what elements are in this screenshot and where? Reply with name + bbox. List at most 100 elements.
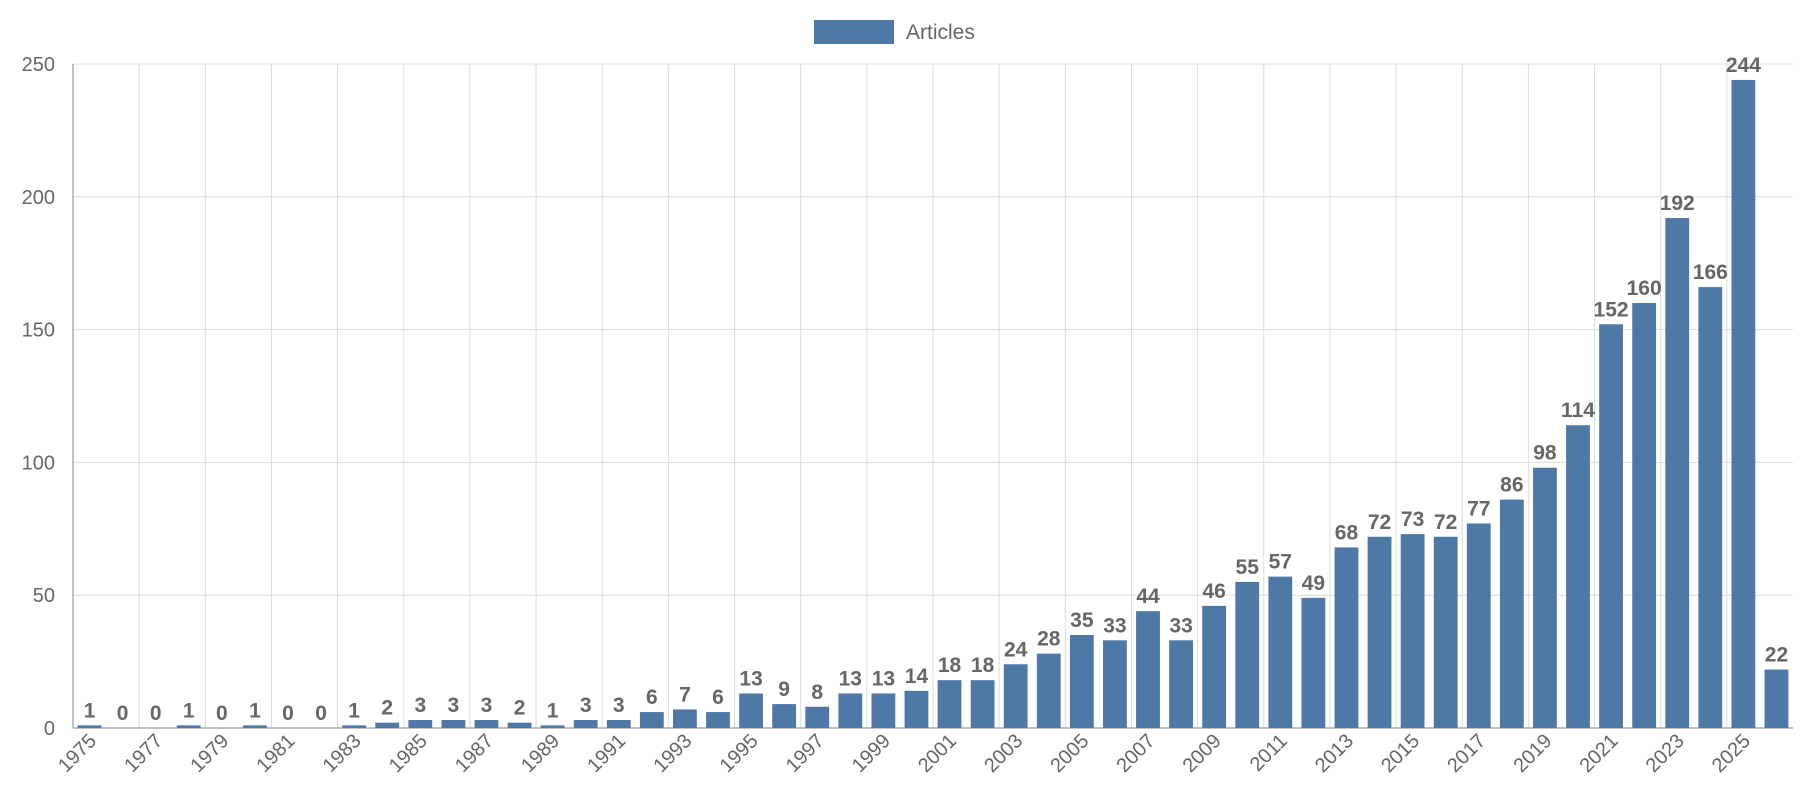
- x-tick-label: 2003: [980, 730, 1027, 777]
- bar-2013[interactable]: [1334, 547, 1359, 728]
- x-tick-label: 2025: [1708, 730, 1755, 777]
- data-label-2011: 57: [1269, 551, 1292, 574]
- data-label-2004: 28: [1037, 628, 1061, 651]
- bar-1993[interactable]: [673, 709, 697, 728]
- data-label-1991: 3: [613, 694, 625, 717]
- data-label-1978: 1: [183, 699, 195, 722]
- data-label-2017: 77: [1467, 497, 1490, 520]
- bar-2021[interactable]: [1599, 324, 1623, 728]
- bar-1985[interactable]: [408, 720, 433, 728]
- bar-1994[interactable]: [706, 712, 730, 728]
- data-label-2018: 86: [1500, 474, 1523, 497]
- x-tick-label: 2009: [1179, 730, 1226, 777]
- x-tick-label: 2001: [914, 730, 961, 777]
- data-label-2002: 18: [971, 654, 995, 677]
- data-label-1989: 1: [547, 699, 559, 722]
- data-label-2008: 33: [1169, 614, 1192, 637]
- bar-2002[interactable]: [970, 680, 995, 728]
- data-label-1997: 8: [811, 681, 823, 704]
- bar-1980[interactable]: [243, 725, 267, 728]
- data-label-1998: 13: [839, 667, 862, 690]
- bar-2004[interactable]: [1036, 653, 1061, 728]
- bar-2020[interactable]: [1566, 425, 1590, 728]
- data-label-1981: 0: [282, 702, 294, 725]
- x-tick-label: 2023: [1642, 730, 1689, 777]
- bar-2015[interactable]: [1400, 534, 1425, 728]
- bar-2007[interactable]: [1136, 611, 1160, 728]
- data-label-2006: 33: [1103, 614, 1126, 637]
- legend-swatch-articles[interactable]: [814, 20, 894, 44]
- data-label-1979: 0: [216, 702, 228, 725]
- data-label-1980: 1: [249, 699, 261, 722]
- data-label-1977: 0: [150, 702, 162, 725]
- data-label-1982: 0: [315, 702, 327, 725]
- bar-2012[interactable]: [1301, 597, 1326, 728]
- data-label-2026: 22: [1765, 644, 1788, 667]
- data-label-2010: 55: [1236, 556, 1260, 579]
- bar-2011[interactable]: [1268, 576, 1293, 728]
- bar-1992[interactable]: [639, 712, 664, 728]
- bar-2010[interactable]: [1235, 581, 1260, 728]
- bar-2018[interactable]: [1499, 499, 1524, 728]
- bar-2022[interactable]: [1632, 303, 1657, 728]
- bar-2026[interactable]: [1764, 669, 1789, 728]
- bar-1975[interactable]: [77, 725, 102, 728]
- x-tick-label: 1995: [716, 730, 763, 777]
- bar-2023[interactable]: [1665, 218, 1690, 728]
- x-tick-label: 2011: [1246, 730, 1292, 776]
- bar-1991[interactable]: [606, 720, 631, 728]
- bar-1995[interactable]: [739, 693, 763, 728]
- x-tick-label: 1987: [451, 730, 498, 777]
- bar-1996[interactable]: [772, 704, 797, 728]
- bar-1987[interactable]: [474, 720, 499, 728]
- bar-1988[interactable]: [507, 722, 532, 728]
- x-tick-label: 2015: [1377, 730, 1424, 777]
- bar-2009[interactable]: [1202, 605, 1227, 728]
- x-tick-label: 1981: [253, 730, 300, 777]
- bar-1997[interactable]: [805, 706, 830, 728]
- bar-1999[interactable]: [871, 693, 896, 728]
- y-tick-label: 100: [22, 452, 55, 474]
- bar-2003[interactable]: [1003, 664, 1028, 728]
- data-label-2009: 46: [1202, 580, 1225, 603]
- bar-2006[interactable]: [1103, 640, 1127, 728]
- data-label-1976: 0: [117, 702, 129, 725]
- data-label-1975: 1: [84, 699, 96, 722]
- bar-1986[interactable]: [441, 720, 466, 728]
- bar-1989[interactable]: [540, 725, 565, 728]
- data-label-1983: 1: [348, 699, 360, 722]
- x-tick-label: 2007: [1113, 730, 1160, 777]
- bar-1990[interactable]: [573, 720, 598, 728]
- bar-2008[interactable]: [1169, 640, 1193, 728]
- data-label-2019: 98: [1533, 442, 1557, 465]
- bar-1984[interactable]: [375, 722, 400, 728]
- x-tick-label: 2013: [1311, 730, 1358, 777]
- x-tick-label: 1985: [385, 730, 432, 777]
- x-tick-label: 2019: [1509, 730, 1556, 777]
- bar-2019[interactable]: [1533, 467, 1557, 728]
- bar-1983[interactable]: [342, 725, 367, 728]
- data-label-1986: 3: [448, 694, 460, 717]
- bar-2016[interactable]: [1433, 536, 1458, 728]
- bar-2017[interactable]: [1466, 523, 1491, 728]
- bar-1978[interactable]: [176, 725, 201, 728]
- bar-2000[interactable]: [904, 690, 929, 728]
- data-label-1987: 3: [481, 694, 493, 717]
- data-label-2023: 192: [1660, 192, 1695, 215]
- legend-label-articles[interactable]: Articles: [906, 21, 975, 44]
- x-tick-label: 1979: [186, 730, 233, 777]
- x-tick-label: 1993: [649, 730, 696, 777]
- bar-2005[interactable]: [1069, 635, 1094, 728]
- bar-2001[interactable]: [937, 680, 962, 728]
- legend[interactable]: Articles: [814, 20, 975, 44]
- bar-2014[interactable]: [1367, 536, 1392, 728]
- y-tick-label: 250: [22, 54, 55, 76]
- data-label-2001: 18: [938, 654, 962, 677]
- data-label-1985: 3: [414, 694, 426, 717]
- bar-1998[interactable]: [838, 693, 863, 728]
- data-label-1995: 13: [739, 667, 762, 690]
- data-label-1996: 9: [778, 678, 790, 701]
- bar-2025[interactable]: [1731, 79, 1756, 729]
- bar-2024[interactable]: [1698, 287, 1723, 728]
